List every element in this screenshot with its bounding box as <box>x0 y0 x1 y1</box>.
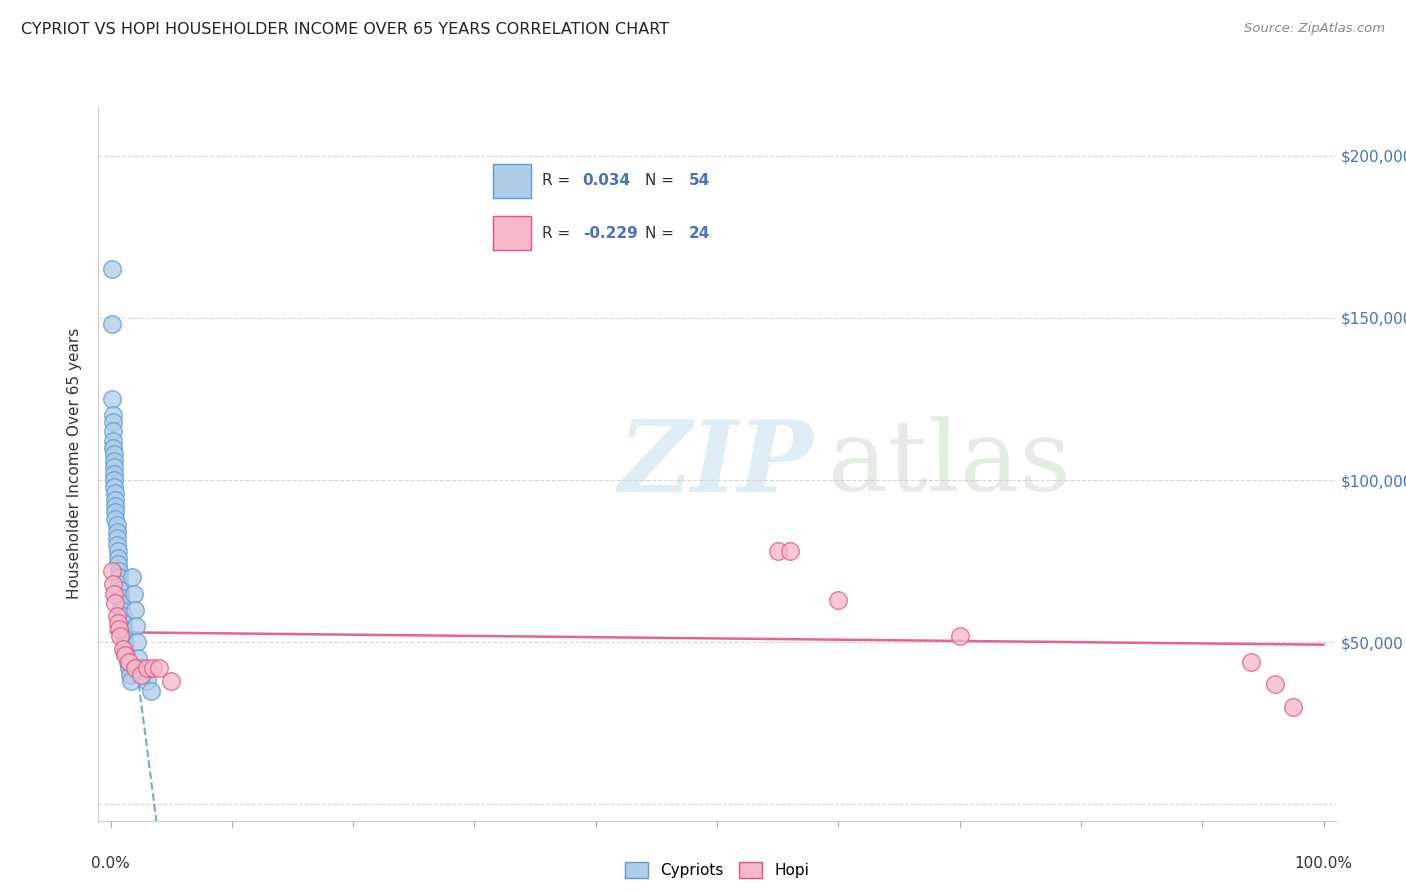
Point <box>117 655 139 669</box>
Point <box>108 570 131 584</box>
Point <box>129 667 152 681</box>
Point <box>104 506 127 520</box>
Point <box>104 596 127 610</box>
Text: -0.229: -0.229 <box>582 226 637 241</box>
Text: Source: ZipAtlas.com: Source: ZipAtlas.com <box>1244 22 1385 36</box>
Point <box>114 648 136 663</box>
Text: 0.034: 0.034 <box>582 173 631 188</box>
Point <box>104 492 127 507</box>
Point <box>107 558 129 572</box>
Point <box>108 564 131 578</box>
Point <box>100 262 122 277</box>
Point <box>110 603 132 617</box>
Point <box>766 544 789 558</box>
Point <box>111 641 134 656</box>
Point <box>100 564 122 578</box>
Point <box>103 586 125 600</box>
Point <box>111 615 134 630</box>
Text: N =: N = <box>645 226 675 241</box>
Point <box>120 674 142 689</box>
Point <box>115 648 138 663</box>
Point <box>949 629 972 643</box>
Point <box>101 434 124 449</box>
Point <box>101 441 124 455</box>
Y-axis label: Householder Income Over 65 years: Householder Income Over 65 years <box>67 328 83 599</box>
Point <box>103 479 125 493</box>
Point <box>108 577 131 591</box>
Point <box>100 392 122 406</box>
Text: 54: 54 <box>689 173 710 188</box>
Point <box>105 532 128 546</box>
Point <box>112 635 135 649</box>
Point <box>148 661 170 675</box>
Point <box>1240 655 1263 669</box>
Point <box>110 583 132 598</box>
Point <box>111 609 134 624</box>
Text: ZIP: ZIP <box>619 416 813 512</box>
Point <box>124 661 146 675</box>
Point <box>779 544 801 558</box>
Point <box>827 593 849 607</box>
Point <box>118 661 141 675</box>
Text: N =: N = <box>645 173 675 188</box>
Point <box>112 629 135 643</box>
Text: atlas: atlas <box>828 416 1071 512</box>
Legend: Cypriots, Hopi: Cypriots, Hopi <box>619 856 815 884</box>
Text: CYPRIOT VS HOPI HOUSEHOLDER INCOME OVER 65 YEARS CORRELATION CHART: CYPRIOT VS HOPI HOUSEHOLDER INCOME OVER … <box>21 22 669 37</box>
Point <box>108 622 131 636</box>
Point <box>124 603 146 617</box>
Text: R =: R = <box>541 173 569 188</box>
Point <box>136 674 159 689</box>
Point <box>105 518 128 533</box>
Point <box>101 415 124 429</box>
Point <box>107 550 129 565</box>
Point <box>101 425 124 439</box>
FancyBboxPatch shape <box>494 216 531 251</box>
Point <box>103 473 125 487</box>
Point <box>104 512 127 526</box>
FancyBboxPatch shape <box>494 163 531 198</box>
Point <box>107 615 129 630</box>
Point <box>104 486 127 500</box>
Point <box>1282 700 1305 714</box>
Point <box>103 467 125 481</box>
Point <box>160 674 183 689</box>
Point <box>107 544 129 558</box>
Point <box>132 667 155 681</box>
Text: 0.0%: 0.0% <box>91 856 129 871</box>
Point <box>105 538 128 552</box>
Text: 100.0%: 100.0% <box>1295 856 1353 871</box>
Point <box>105 609 128 624</box>
Point <box>110 596 132 610</box>
Point <box>1264 677 1286 691</box>
Point <box>127 651 149 665</box>
Point <box>110 590 132 604</box>
Point <box>118 655 141 669</box>
Point <box>104 499 127 513</box>
Point <box>121 570 143 584</box>
Point <box>127 635 149 649</box>
Text: 24: 24 <box>689 226 710 241</box>
Point <box>139 684 162 698</box>
Point <box>122 586 145 600</box>
Point <box>125 619 148 633</box>
Point <box>100 318 122 332</box>
Point <box>136 661 159 675</box>
Point <box>129 661 152 675</box>
Point <box>103 453 125 467</box>
Point <box>103 460 125 475</box>
Point <box>103 447 125 461</box>
Text: R =: R = <box>541 226 569 241</box>
Point <box>118 667 141 681</box>
Point <box>101 408 124 422</box>
Point <box>110 629 132 643</box>
Point <box>101 577 124 591</box>
Point <box>111 622 134 636</box>
Point <box>142 661 165 675</box>
Point <box>105 524 128 539</box>
Point <box>114 641 136 656</box>
